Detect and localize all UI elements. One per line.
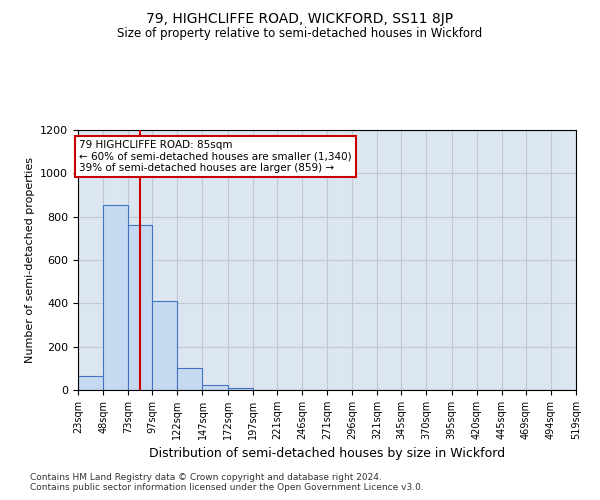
Bar <box>103 205 128 390</box>
Text: Size of property relative to semi-detached houses in Wickford: Size of property relative to semi-detach… <box>118 28 482 40</box>
Text: 79 HIGHCLIFFE ROAD: 85sqm
← 60% of semi-detached houses are smaller (1,340)
39% : 79 HIGHCLIFFE ROAD: 85sqm ← 60% of semi-… <box>79 140 352 173</box>
Bar <box>78 376 103 390</box>
Text: Contains HM Land Registry data © Crown copyright and database right 2024.: Contains HM Land Registry data © Crown c… <box>30 474 382 482</box>
Bar <box>202 384 227 390</box>
Bar <box>152 301 178 390</box>
Bar <box>178 368 202 390</box>
Bar <box>128 226 152 390</box>
Text: Contains public sector information licensed under the Open Government Licence v3: Contains public sector information licen… <box>30 484 424 492</box>
Text: 79, HIGHCLIFFE ROAD, WICKFORD, SS11 8JP: 79, HIGHCLIFFE ROAD, WICKFORD, SS11 8JP <box>146 12 454 26</box>
Y-axis label: Number of semi-detached properties: Number of semi-detached properties <box>25 157 35 363</box>
X-axis label: Distribution of semi-detached houses by size in Wickford: Distribution of semi-detached houses by … <box>149 448 505 460</box>
Bar <box>227 388 253 390</box>
